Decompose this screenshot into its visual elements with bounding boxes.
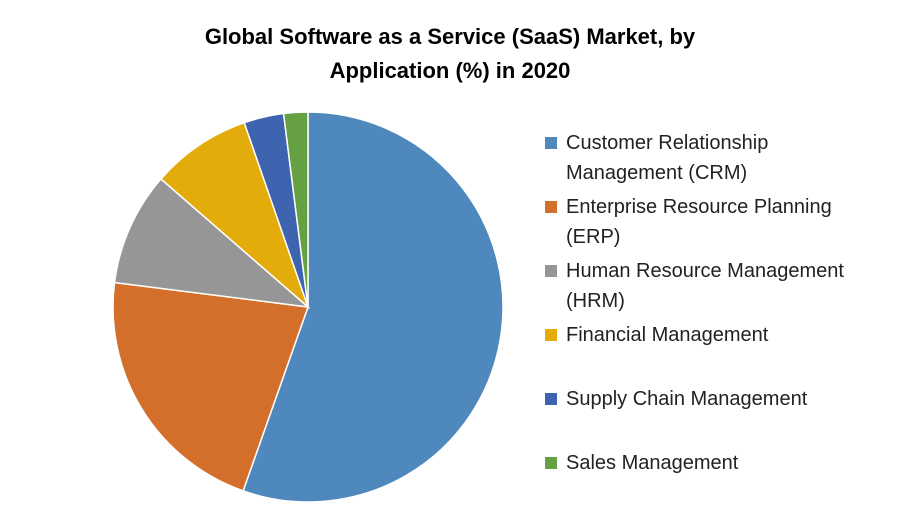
legend-label: Supply Chain Management [566, 388, 808, 410]
legend-swatch [545, 137, 557, 149]
legend-item: Enterprise Resource Planning (ERP) [545, 192, 890, 256]
legend-swatch [545, 201, 557, 213]
pie-slice [113, 177, 311, 309]
chart-title: Global Software as a Service (SaaS) Mark… [204, 24, 696, 83]
legend-swatch [545, 265, 557, 277]
legend-item: Customer Relationship Management (CRM) [545, 128, 890, 192]
legend-label: Human Resource Management (HRM) [566, 260, 844, 312]
legend-item: Financial Management [545, 320, 890, 384]
pie-slice [159, 121, 310, 310]
legend-item: Supply Chain Management [545, 384, 890, 448]
legend-label: Customer Relationship Management (CRM) [566, 132, 769, 184]
legend-label: Enterprise Resource Planning (ERP) [566, 196, 832, 248]
legend-item: Sales Management [545, 448, 890, 512]
legend-item: Human Resource Management (HRM) [545, 256, 890, 320]
legend-label: Financial Management [566, 324, 769, 346]
legend: Customer Relationship Management (CRM) En… [545, 128, 890, 512]
legend-swatch [545, 457, 557, 469]
pie-slice [112, 281, 310, 492]
pie-slice [282, 111, 309, 308]
legend-swatch [545, 329, 557, 341]
legend-swatch [545, 393, 557, 405]
legend-label: Sales Management [566, 452, 739, 474]
